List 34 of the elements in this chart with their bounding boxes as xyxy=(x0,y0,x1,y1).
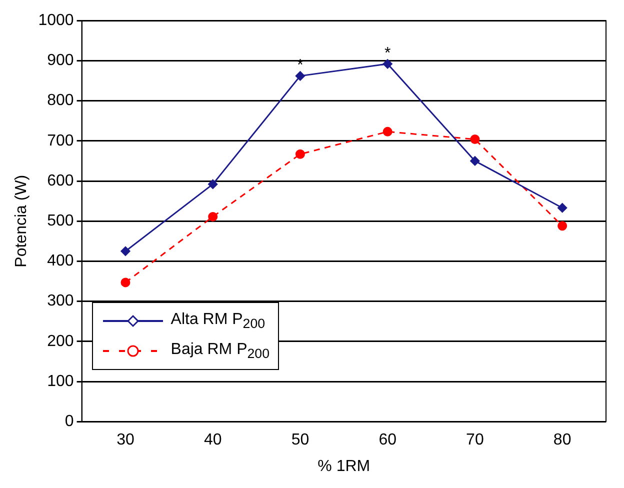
y-tick-label: 200 xyxy=(47,332,74,350)
x-tick-label: 60 xyxy=(378,432,397,449)
point xyxy=(120,278,130,288)
x-axis-title: % 1RM xyxy=(318,458,370,475)
annotation: * xyxy=(384,44,391,62)
y-tick-label: 900 xyxy=(47,52,74,70)
point xyxy=(382,59,392,69)
point xyxy=(558,203,568,213)
y-axis-title: Potencia (W) xyxy=(13,174,30,268)
point xyxy=(382,126,392,136)
x-tick-label: 70 xyxy=(466,432,484,449)
y-tick-label: 0 xyxy=(64,413,74,430)
x-tick-label: 40 xyxy=(204,432,222,449)
legend-label: Baja RM P$_{200}$ xyxy=(170,340,270,361)
point xyxy=(470,156,480,166)
point xyxy=(295,149,305,159)
point xyxy=(208,212,218,222)
y-tick-label: 600 xyxy=(47,172,74,190)
point xyxy=(295,71,305,81)
point xyxy=(558,221,568,231)
y-tick-label: 300 xyxy=(47,292,74,310)
y-tick-label: 700 xyxy=(47,132,74,150)
point xyxy=(470,134,480,144)
point xyxy=(120,246,130,256)
y-tick-label: 400 xyxy=(47,252,74,270)
x-tick-label: 80 xyxy=(553,432,572,449)
y-tick-label: 1000 xyxy=(38,12,74,30)
y-tick-label: 500 xyxy=(47,212,74,230)
legend-label: Alta RM P$_{200}$ xyxy=(170,310,266,331)
x-tick-label: 30 xyxy=(116,432,134,449)
y-tick-label: 800 xyxy=(47,92,74,110)
point xyxy=(208,179,218,189)
y-tick-label: 100 xyxy=(47,372,74,390)
x-tick-label: 50 xyxy=(291,432,310,449)
